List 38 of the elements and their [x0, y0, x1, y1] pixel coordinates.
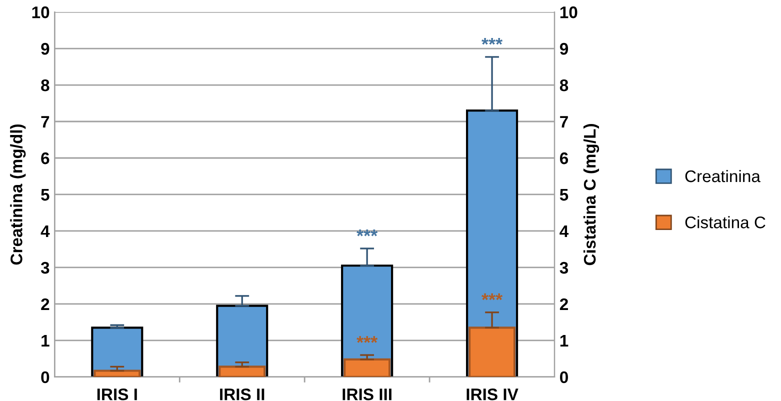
y2-tick-label: 5: [560, 189, 568, 201]
y2-tick-label: 3: [560, 262, 568, 274]
x-tick-label: IRIS II: [220, 388, 264, 400]
annotation: ***: [482, 38, 503, 45]
y-axis-title: Creatinina (mg/dl): [10, 124, 26, 265]
y-tick-label: 7: [41, 116, 50, 128]
y2-tick-label: 8: [560, 79, 568, 92]
y2-tick-label: 1: [560, 335, 568, 346]
legend-label: Cistatina C: [685, 216, 766, 228]
bar: [344, 358, 391, 377]
annotation: ***: [482, 293, 503, 300]
y2-tick-label: 2: [560, 298, 568, 310]
y-tick-label: 0: [41, 371, 50, 384]
y-tick-label: 3: [40, 262, 50, 274]
annotation: ***: [356, 336, 378, 343]
y2-tick-label: 9: [560, 42, 568, 55]
x-tick-label: IRIS III: [342, 388, 392, 400]
y-tick-label: 9: [41, 42, 50, 55]
y-tick-label: 4: [40, 226, 50, 238]
bar: [218, 366, 266, 377]
y-tick-label: 2: [41, 298, 50, 310]
y-tick-label: 5: [41, 189, 50, 201]
y2-tick-label: 7: [560, 116, 568, 128]
x-tick-label: IRIS I: [97, 388, 137, 400]
y2-tick-label: 0: [560, 371, 568, 384]
x-tick-label: IRIS IV: [466, 388, 518, 400]
y-tick-label: 10: [32, 6, 50, 18]
bar: [94, 370, 141, 377]
bar: [468, 326, 516, 377]
y2-tick-label: 10: [560, 6, 578, 18]
y-tick-label: 6: [41, 152, 50, 164]
y2-tick-label: 4: [560, 226, 569, 238]
y-tick-label: 8: [41, 79, 50, 92]
y-tick-label: 1: [42, 335, 50, 346]
annotation: ***: [356, 230, 378, 236]
legend-label: Creatinina: [685, 170, 760, 182]
y2-tick-label: 6: [560, 152, 568, 164]
y2-axis-title: Cistatina C (mg/L): [583, 124, 600, 266]
